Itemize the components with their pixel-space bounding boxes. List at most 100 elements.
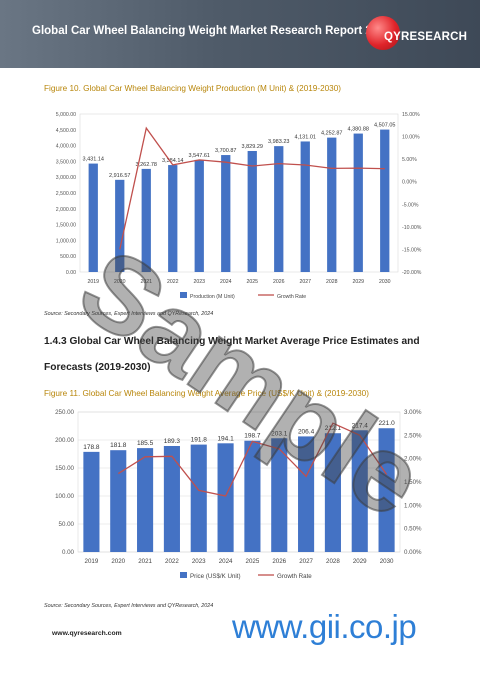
bar-value-label: 3,431.14 [83, 157, 104, 163]
y2-tick-label: 1.00% [404, 502, 422, 509]
bar [217, 443, 234, 552]
y-tick-label: 500.00 [60, 254, 76, 260]
bar-value-label: 3,829.29 [242, 144, 263, 150]
bar-value-label: 191.8 [191, 437, 208, 444]
y2-tick-label: 0.00% [404, 549, 422, 556]
bar [168, 165, 178, 272]
x-tick-label: 2019 [87, 279, 99, 285]
y-tick-label: 200.00 [55, 437, 74, 444]
legend-swatch-bars [180, 292, 187, 298]
figure11-source: Source: Secondary Sources, Expert Interv… [44, 603, 214, 609]
y2-tick-label: 15.00% [402, 112, 420, 118]
x-tick-label: 2029 [353, 558, 367, 565]
bar-value-label: 4,131.01 [295, 134, 316, 140]
bar [115, 179, 125, 272]
y-tick-label: 1,000.00 [56, 238, 76, 244]
x-tick-label: 2019 [85, 558, 99, 565]
x-tick-label: 2022 [167, 279, 179, 285]
figure10-source: Source: Secondary Sources, Expert Interv… [44, 311, 214, 317]
y2-tick-label: -20.00% [402, 270, 422, 276]
bar-value-label: 181.8 [110, 442, 127, 449]
y2-tick-label: 1.50% [404, 479, 422, 486]
bar-value-label: 2,916.57 [109, 173, 130, 179]
y-tick-label: 3,000.00 [56, 175, 76, 181]
gii-watermark-link[interactable]: www.gii.co.jp [232, 608, 417, 645]
logo-text: QYRESEARCH [384, 31, 468, 43]
bar [194, 159, 204, 272]
bar-value-label: 217.4 [352, 422, 369, 429]
x-tick-label: 2023 [192, 558, 206, 565]
bar-value-label: 206.4 [298, 428, 315, 435]
production-chart: 0.00 500.00 1,000.00 1,500.00 2,000.00 2,500.… [56, 112, 422, 300]
figure11-title: Figure 11. Global Car Wheel Balancing We… [44, 389, 369, 398]
report-title: Global Car Wheel Balancing Weight Market… [32, 25, 391, 37]
bar-value-label: 4,507.05 [374, 123, 395, 129]
x-tick-label: 2021 [140, 279, 152, 285]
x-tick-label: 2028 [326, 558, 340, 565]
y2-tick-label: -5.00% [402, 202, 419, 208]
x-tick-label: 2021 [138, 558, 152, 565]
legend-label-bars: Price (US$/K Unit) [190, 573, 241, 580]
price-chart: 0.00 50.00 100.00 150.00 200.00 250.00 0.00% 0.… [55, 409, 422, 580]
footer-website[interactable]: www.qyresearch.com [52, 630, 122, 637]
legend-label-line: Growth Rate [277, 573, 312, 580]
bar [274, 146, 284, 272]
x-tick-label: 2025 [246, 279, 258, 285]
bar-value-label: 198.7 [244, 433, 261, 440]
x-tick-label: 2030 [380, 558, 394, 565]
x-tick-label: 2027 [299, 279, 311, 285]
bar-value-label: 185.5 [137, 440, 154, 447]
bar-value-label: 189.3 [164, 438, 181, 445]
x-tick-label: 2026 [273, 279, 285, 285]
bar [351, 430, 368, 552]
report-header: Global Car Wheel Balancing Weight Market… [0, 0, 480, 68]
legend-label-bars: Production (M Unit) [190, 294, 235, 300]
bar [221, 155, 231, 272]
bar-value-label: 221.0 [378, 420, 395, 427]
y2-tick-label: 10.00% [402, 135, 420, 141]
y-tick-label: 4,000.00 [56, 144, 76, 150]
x-tick-label: 2026 [272, 558, 286, 565]
bar-value-label: 212.1 [325, 425, 342, 432]
growth-rate-line [117, 422, 388, 497]
bar [327, 137, 337, 272]
y-tick-label: 50.00 [59, 521, 75, 528]
plot-area [79, 113, 399, 273]
bar [324, 433, 341, 552]
bar-value-label: 203.1 [271, 430, 288, 437]
y2-tick-label: 2.50% [404, 432, 422, 439]
bar [190, 444, 207, 552]
y-tick-label: 4,500.00 [56, 128, 76, 134]
y-tick-label: 150.00 [55, 465, 74, 472]
section-heading-line1: 1.4.3 Global Car Wheel Balancing Weight … [44, 336, 420, 347]
bar [247, 150, 257, 272]
bar-value-label: 194.1 [217, 435, 234, 442]
bar [298, 436, 315, 552]
bar-value-label: 3,384.14 [162, 158, 183, 164]
growth-rate-line [119, 126, 385, 250]
bar-value-label: 4,252.87 [321, 131, 342, 137]
bar [110, 450, 127, 552]
legend-swatch-bars [180, 572, 187, 578]
bar [271, 438, 288, 552]
bar [83, 451, 100, 552]
y2-tick-label: 3.00% [404, 409, 422, 416]
bar [163, 445, 180, 552]
y2-tick-label: -15.00% [402, 247, 422, 253]
globe-icon [366, 16, 400, 50]
x-tick-label: 2024 [220, 279, 232, 285]
x-tick-label: 2029 [352, 279, 364, 285]
bar-value-label: 3,983.23 [268, 139, 289, 145]
bar-value-label: 3,262.78 [136, 162, 157, 168]
x-tick-label: 2022 [165, 558, 179, 565]
bar-value-label: 3,700.87 [215, 148, 236, 154]
bar [88, 163, 98, 272]
bar [141, 168, 151, 272]
y2-tick-label: 5.00% [402, 157, 417, 163]
y-tick-label: 100.00 [55, 493, 74, 500]
y2-tick-label: 2.00% [404, 456, 422, 463]
y2-tick-label: 0.00% [402, 180, 417, 186]
bar [378, 428, 395, 552]
y-tick-label: 250.00 [55, 409, 74, 416]
x-tick-label: 2028 [326, 279, 338, 285]
